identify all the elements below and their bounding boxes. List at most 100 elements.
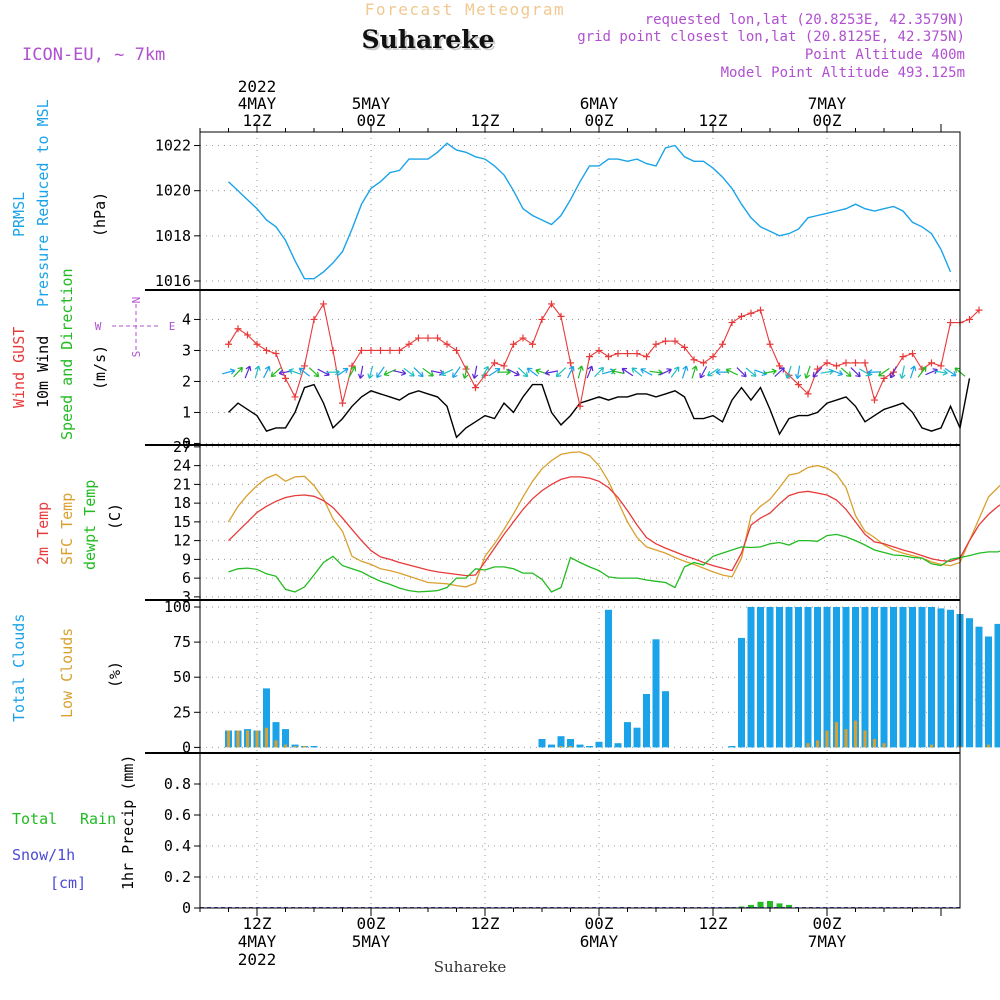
y-tick-label: 0.4 <box>164 837 191 855</box>
total-cloud-bar <box>595 741 603 748</box>
y-tick-label: 1022 <box>155 137 191 155</box>
wind-direction-arrow <box>555 367 567 378</box>
total-cloud-bar <box>880 607 888 748</box>
low-cloud-bar <box>863 730 867 748</box>
wind-direction-arrow <box>725 368 739 376</box>
wind-direction-arrow <box>699 366 708 379</box>
wind-direction-arrow <box>413 367 424 378</box>
wind-direction-arrow <box>326 368 340 376</box>
wind-direction-arrow <box>586 365 594 379</box>
total-cloud-bar <box>614 743 622 748</box>
wind-direction-arrow <box>670 366 680 378</box>
gust-marker <box>728 319 736 327</box>
wind-direction-arrow <box>745 367 757 377</box>
rain-bar <box>767 901 773 908</box>
total-cloud-bar <box>966 618 973 748</box>
y-tick-label: 9 <box>182 550 191 568</box>
wind-direction-arrow <box>631 367 643 377</box>
wind-direction-arrow <box>308 367 320 378</box>
label-pressure-msl: Pressure Reduced to MSL <box>34 99 52 307</box>
wind-direction-arrow <box>804 365 811 379</box>
gust-marker <box>234 325 242 333</box>
total-cloud-bar <box>804 607 812 748</box>
low-cloud-bar <box>293 746 297 748</box>
label-cm: [cm] <box>50 874 86 892</box>
total-cloud-bar <box>890 607 897 748</box>
wind-direction-arrow <box>298 367 311 377</box>
total-cloud-bar <box>842 607 850 748</box>
gust-marker <box>320 300 327 308</box>
wind-direction-arrow <box>577 365 584 379</box>
gust-marker <box>909 350 916 358</box>
label-10m-wind: 10m Wind <box>34 336 52 408</box>
total-cloud-bar <box>785 607 793 748</box>
gust-marker <box>795 381 802 389</box>
low-cloud-bar <box>873 739 876 748</box>
wind-direction-arrow <box>336 367 349 377</box>
wind-direction-arrow <box>403 367 415 377</box>
gust-marker <box>358 346 365 354</box>
wind-direction-arrow <box>270 367 282 378</box>
wind-direction-arrow <box>899 365 906 379</box>
gust-marker <box>747 309 755 317</box>
label-percent: (%) <box>106 661 124 688</box>
rain-bar <box>786 904 792 908</box>
label-low-clouds: Low Clouds <box>58 628 76 718</box>
y-tick-label: 3 <box>182 588 191 606</box>
gust-marker <box>700 359 707 367</box>
time-label-bottom: 5MAY <box>352 932 391 951</box>
total-cloud-bar <box>738 637 745 748</box>
wind-direction-arrow <box>909 365 917 379</box>
gust-marker <box>681 343 688 351</box>
gust-marker <box>263 346 270 354</box>
wind-direction-arrow <box>263 365 271 379</box>
wind-direction-arrow <box>785 365 792 379</box>
total-cloud-bar <box>605 609 612 748</box>
wind-direction-arrow <box>812 366 823 378</box>
y-tick-label: 25 <box>173 703 191 721</box>
gust-marker <box>538 315 546 323</box>
compass-w: W <box>95 320 102 333</box>
compass-s: S <box>130 351 143 358</box>
total-cloud-bar <box>643 694 650 748</box>
gust-marker <box>424 334 432 342</box>
total-cloud-bar <box>282 729 289 748</box>
wind-direction-arrow <box>357 365 365 379</box>
gust-marker <box>947 319 954 327</box>
total-cloud-bar <box>538 739 546 748</box>
gust-marker <box>766 340 774 348</box>
low-cloud-bar <box>930 744 933 748</box>
gust-marker <box>719 340 726 348</box>
gust-marker <box>690 356 698 364</box>
wind-direction-arrow <box>840 367 852 377</box>
total-cloud-bar <box>548 744 555 748</box>
gust-marker <box>928 359 935 367</box>
wind-direction-arrow <box>715 368 730 376</box>
total-cloud-bar <box>652 639 660 748</box>
gust-marker <box>842 359 850 367</box>
wind-direction-arrow <box>889 366 897 379</box>
y-tick-label: 1020 <box>155 182 191 200</box>
gust-marker <box>652 340 660 348</box>
total-cloud-bar <box>852 607 859 748</box>
y-tick-label: 24 <box>173 457 191 475</box>
wind-direction-arrow <box>934 369 948 376</box>
label-speed-direction: Speed and Direction <box>58 268 76 440</box>
wind-direction-arrow <box>850 367 861 378</box>
low-cloud-bar <box>835 722 838 748</box>
wind-direction-arrow <box>497 368 511 376</box>
gust-marker <box>595 346 603 354</box>
gust-marker <box>557 312 565 320</box>
gust-marker <box>605 353 612 361</box>
wind-direction-arrow <box>707 368 719 377</box>
low-cloud-bar <box>265 727 268 748</box>
compass-n: N <box>130 297 143 304</box>
label-hpa: (hPa) <box>91 192 109 237</box>
gust-marker <box>871 396 878 404</box>
wind-direction-arrow <box>567 365 575 379</box>
panel-frame <box>199 444 961 601</box>
low-cloud-bar <box>844 729 848 748</box>
wind-direction-arrow <box>621 367 634 377</box>
compass-e: E <box>169 320 176 333</box>
total-cloud-bar <box>263 688 270 748</box>
